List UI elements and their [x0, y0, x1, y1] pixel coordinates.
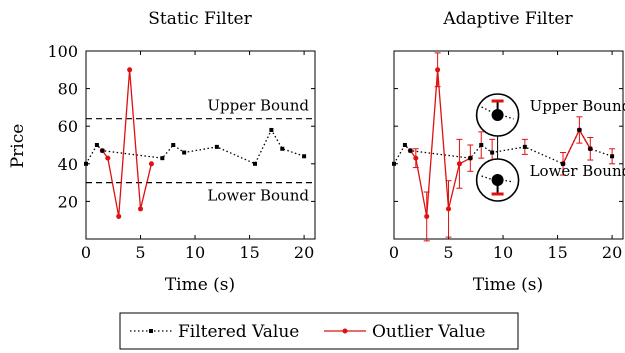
filtered-value-point [468, 156, 473, 161]
static-filter-panel: Static Filter Price Time (s) 0 5 10 15 20 20 4… [8, 9, 316, 295]
filtered-value-point [182, 150, 187, 155]
filtered-value-point [402, 143, 407, 147]
x-axis-label: Time (s) [165, 275, 235, 295]
x-tick-label: 0 [389, 243, 399, 262]
y-tick-label: 60 [58, 117, 78, 136]
filtered-value-point [269, 127, 274, 132]
x-axis-label: Time (s) [473, 275, 543, 295]
axis-ticks: 0 5 10 15 20 [389, 50, 623, 262]
filtered-value-point [214, 144, 219, 149]
filtered-value-point [610, 154, 615, 159]
bound-label: Upper Bound [207, 97, 309, 115]
filtered-value-point [302, 154, 307, 159]
filtered-value-point [577, 127, 582, 132]
outlier-value-point [456, 161, 462, 167]
filtered-value-point [392, 161, 396, 166]
x-tick-label: 0 [81, 243, 91, 262]
y-tick-label: 20 [58, 192, 78, 211]
filtered-value-point [522, 144, 527, 149]
outlier-value-point [413, 155, 419, 161]
filtered-value-point [588, 146, 593, 151]
filtered-value-point [171, 143, 176, 147]
outlier-value-point [138, 206, 144, 212]
bound-label: Upper Bound [530, 97, 625, 115]
outlier-value-point [435, 67, 441, 73]
legend-label-outlier: Outlier Value [372, 322, 485, 342]
magnified-point [491, 174, 504, 186]
outlier-value-line [101, 69, 153, 217]
plot-area-frame [85, 50, 316, 240]
x-tick-label: 5 [443, 243, 453, 262]
filtered-value-point [253, 161, 258, 166]
filtered-value-point [490, 150, 495, 155]
outlier-value-point [148, 161, 154, 167]
filtered-value-point [100, 148, 105, 153]
outlier-value-line [409, 69, 471, 217]
filtered-value-point [408, 148, 413, 153]
outlier-value-point [424, 213, 430, 219]
magnified-point [491, 109, 504, 121]
y-tick-label: 100 [47, 42, 78, 61]
filtered-value-point [94, 143, 99, 147]
filtered-value-point [561, 161, 566, 166]
x-tick-label: 5 [135, 243, 145, 262]
legend-item-outlier: Outlier Value [324, 322, 485, 342]
legend-marker-filtered [149, 329, 153, 333]
outlier-value-point [446, 206, 452, 212]
adaptive-filter-panel: Adaptive Filter Time (s) 0 5 10 15 20 Upper … [389, 9, 625, 295]
legend-box [119, 312, 519, 350]
x-tick-label: 15 [239, 243, 259, 262]
filtered-value-point [160, 156, 165, 161]
y-tick-label: 80 [58, 80, 78, 99]
chart-title: Adaptive Filter [442, 9, 573, 29]
outlier-value-point [116, 213, 122, 219]
chart-title: Static Filter [148, 9, 252, 29]
filtered-value-point [479, 143, 484, 147]
series-points [84, 67, 307, 219]
bound-label: Lower Bound [530, 162, 625, 180]
legend: Filtered Value Outlier Value [119, 312, 519, 350]
outlier-value-point [105, 155, 111, 161]
filtered-value-point [84, 161, 88, 166]
filtered-value-line [85, 128, 305, 165]
legend-label-filtered: Filtered Value [178, 322, 299, 342]
x-tick-label: 10 [185, 243, 205, 262]
x-tick-label: 10 [493, 243, 513, 262]
bound-lines: Upper Bound Lower Bound [86, 97, 315, 205]
x-tick-label: 20 [294, 243, 314, 262]
legend-marker-outlier [342, 328, 348, 334]
outlier-value-line [562, 128, 591, 165]
filtered-value-point [280, 146, 285, 151]
plot-area-frame [393, 50, 624, 240]
x-tick-label: 15 [547, 243, 567, 262]
series-points [392, 67, 615, 219]
y-axis-label: Price [8, 124, 28, 169]
y-tick-label: 40 [58, 155, 78, 174]
axis-ticks: 0 5 10 15 20 20 40 60 80 100 [47, 42, 315, 262]
bound-label: Lower Bound [207, 187, 309, 205]
outlier-value-point [127, 67, 133, 73]
x-tick-label: 20 [602, 243, 622, 262]
zoom-callouts: Upper Bound Lower Bound [475, 93, 625, 202]
legend-item-filtered: Filtered Value [130, 322, 299, 342]
